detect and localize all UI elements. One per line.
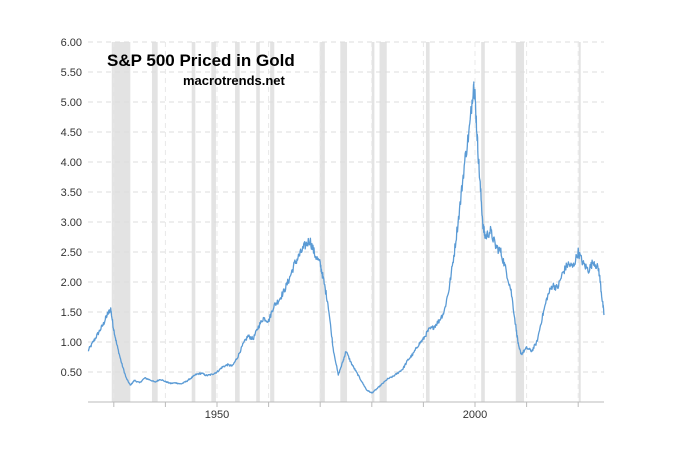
recession-band-10 [379, 42, 387, 402]
axes: 6.00 5.50 5.00 4.50 4.00 3.50 3.00 2.50 2.00 1.50… [61, 37, 604, 421]
grid-lines [88, 41, 604, 402]
y-tick-label: 2.00 [61, 277, 82, 289]
recession-band-3 [211, 42, 216, 402]
y-tick-label: 4.50 [61, 127, 82, 139]
y-tick-label: 1.00 [61, 337, 82, 349]
title-group: S&P 500 Priced in Gold macrotrends.net [107, 51, 295, 88]
y-tick-label: 3.00 [61, 217, 82, 229]
x-tick-label: 1950 [205, 409, 229, 421]
y-tick-label: 6.00 [61, 37, 82, 49]
chart-subtitle: macrotrends.net [183, 73, 286, 88]
recession-band-2 [191, 42, 196, 402]
x-tick-label: 2000 [463, 409, 487, 421]
recession-band-11 [425, 42, 430, 402]
y-tick-label: 0.50 [61, 367, 82, 379]
recession-band-14 [578, 42, 581, 402]
y-tick-label: 2.50 [61, 247, 82, 259]
y-tick-label: 3.50 [61, 187, 82, 199]
series-line-0 [87, 81, 605, 394]
y-tick-label: 4.00 [61, 157, 82, 169]
y-tick-label: 1.50 [61, 307, 82, 319]
data-series [87, 81, 605, 394]
recession-band-13 [515, 42, 525, 402]
recession-band-5 [256, 42, 260, 402]
chart-title: S&P 500 Priced in Gold [107, 51, 295, 70]
recession-band-4 [235, 42, 240, 402]
y-tick-label: 5.50 [61, 67, 82, 79]
recession-band-9 [371, 42, 375, 402]
y-tick-label: 5.00 [61, 97, 82, 109]
